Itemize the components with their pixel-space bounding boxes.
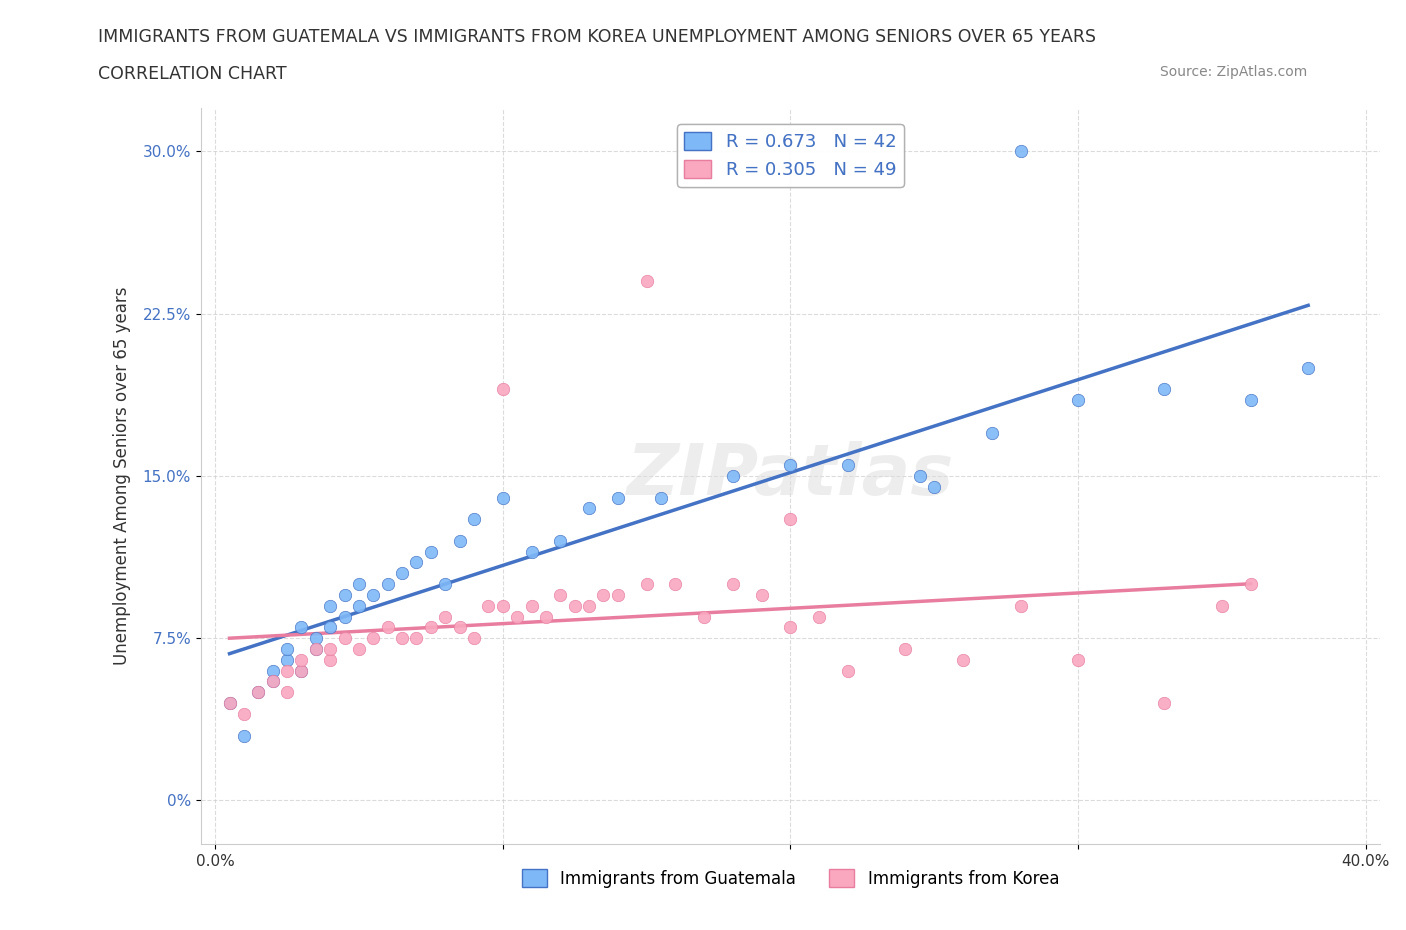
Point [218, 696, 240, 711]
Point [477, 598, 499, 613]
Point [592, 588, 614, 603]
Point [377, 577, 399, 591]
Point [434, 609, 457, 624]
Point [492, 598, 515, 613]
Point [218, 696, 240, 711]
Point [1211, 598, 1233, 613]
Point [506, 609, 529, 624]
Point [276, 642, 298, 657]
Point [1153, 696, 1175, 711]
Point [636, 577, 658, 591]
Point [520, 598, 543, 613]
Point [751, 588, 773, 603]
Point [391, 631, 413, 645]
Point [262, 674, 284, 689]
Point [550, 534, 572, 549]
Point [449, 620, 471, 635]
Point [419, 544, 441, 559]
Point [405, 631, 427, 645]
Point [606, 588, 628, 603]
Point [952, 652, 974, 667]
Point [363, 631, 385, 645]
Point [837, 663, 859, 678]
Point [721, 469, 744, 484]
Point [492, 490, 515, 505]
Point [894, 642, 917, 657]
Point [693, 609, 716, 624]
Point [808, 609, 831, 624]
Point [1010, 144, 1032, 159]
Point [276, 684, 298, 699]
Point [650, 490, 672, 505]
Point [377, 620, 399, 635]
Point [262, 663, 284, 678]
Point [434, 577, 457, 591]
Point [908, 469, 931, 484]
Point [779, 458, 801, 472]
Point [262, 674, 284, 689]
Point [1240, 577, 1263, 591]
Point [276, 652, 298, 667]
Text: CORRELATION CHART: CORRELATION CHART [98, 65, 287, 83]
Text: ZIPatlas: ZIPatlas [627, 442, 955, 511]
Point [534, 609, 557, 624]
Point [564, 598, 586, 613]
Point [922, 479, 945, 494]
Point [779, 512, 801, 526]
Point [247, 684, 270, 699]
Point [319, 652, 342, 667]
Point [305, 642, 328, 657]
Point [492, 382, 515, 397]
Point [578, 598, 600, 613]
Point [247, 684, 270, 699]
Point [333, 609, 356, 624]
Point [333, 588, 356, 603]
Point [276, 663, 298, 678]
Point [1067, 652, 1090, 667]
Point [636, 273, 658, 288]
Point [1010, 598, 1032, 613]
Legend: R = 0.673   N = 42, R = 0.305   N = 49: R = 0.673 N = 42, R = 0.305 N = 49 [678, 125, 904, 187]
Point [319, 642, 342, 657]
Point [779, 620, 801, 635]
Point [305, 642, 328, 657]
Point [578, 501, 600, 516]
Point [1153, 382, 1175, 397]
Point [419, 620, 441, 635]
Point [837, 458, 859, 472]
Point [463, 512, 485, 526]
Point [363, 588, 385, 603]
Point [347, 577, 370, 591]
Text: Source: ZipAtlas.com: Source: ZipAtlas.com [1160, 65, 1308, 79]
Text: IMMIGRANTS FROM GUATEMALA VS IMMIGRANTS FROM KOREA UNEMPLOYMENT AMONG SENIORS OV: IMMIGRANTS FROM GUATEMALA VS IMMIGRANTS … [98, 28, 1097, 46]
Point [232, 707, 254, 722]
Point [980, 425, 1002, 440]
Point [391, 565, 413, 580]
Point [721, 577, 744, 591]
Point [449, 534, 471, 549]
Point [290, 620, 312, 635]
Point [664, 577, 686, 591]
Point [550, 588, 572, 603]
Point [606, 490, 628, 505]
Point [1067, 392, 1090, 407]
Point [520, 544, 543, 559]
Point [290, 663, 312, 678]
Point [305, 631, 328, 645]
Y-axis label: Unemployment Among Seniors over 65 years: Unemployment Among Seniors over 65 years [114, 286, 131, 665]
Point [319, 620, 342, 635]
Point [333, 631, 356, 645]
Point [347, 598, 370, 613]
Point [319, 598, 342, 613]
Point [232, 728, 254, 743]
Point [290, 663, 312, 678]
Point [347, 642, 370, 657]
Point [1240, 392, 1263, 407]
Point [405, 555, 427, 570]
Point [1296, 360, 1319, 375]
Point [290, 652, 312, 667]
Point [463, 631, 485, 645]
